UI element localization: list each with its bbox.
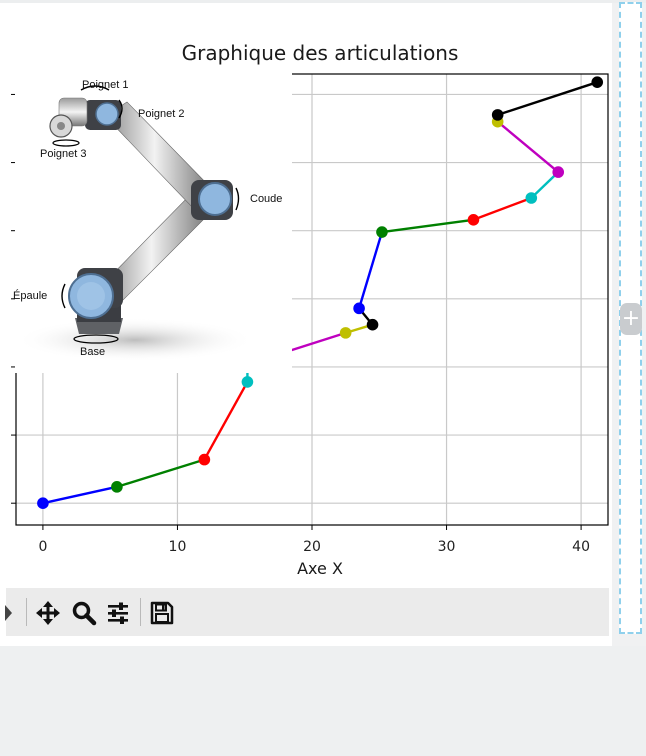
data-point bbox=[198, 453, 211, 466]
robot-arm-image: Poignet 1 Poignet 2 Poignet 3 Coude Épau… bbox=[13, 68, 292, 373]
data-point bbox=[111, 481, 123, 493]
data-point bbox=[525, 192, 538, 204]
series-segment bbox=[530, 171, 560, 199]
series-segment bbox=[116, 458, 205, 488]
series-segment bbox=[496, 120, 559, 174]
configure-subplots-icon[interactable] bbox=[103, 598, 133, 628]
pan-icon[interactable] bbox=[33, 598, 63, 628]
series-segment bbox=[203, 381, 249, 461]
label-poignet-3: Poignet 3 bbox=[40, 148, 87, 160]
x-tick-label: 0 bbox=[38, 539, 47, 555]
x-tick-label: 40 bbox=[572, 539, 590, 555]
label-epaule: Épaule bbox=[13, 290, 48, 302]
label-coude: Coude bbox=[250, 193, 283, 205]
chart-title: Graphique des articulations bbox=[182, 41, 459, 65]
data-point bbox=[491, 109, 504, 121]
x-tick-label: 20 bbox=[303, 539, 321, 555]
data-point bbox=[467, 213, 480, 226]
add-panel-button[interactable]: + bbox=[620, 303, 642, 335]
data-point bbox=[353, 302, 365, 315]
series-segment bbox=[381, 218, 474, 234]
data-point bbox=[37, 497, 49, 509]
expand-arrow-icon[interactable] bbox=[2, 598, 16, 628]
label-poignet-2: Poignet 2 bbox=[138, 108, 185, 120]
empty-area bbox=[0, 646, 646, 756]
data-point bbox=[241, 376, 254, 388]
label-poignet-1: Poignet 1 bbox=[82, 79, 129, 91]
data-point bbox=[552, 166, 565, 178]
plot-toolbar bbox=[5, 588, 609, 636]
zoom-icon[interactable] bbox=[69, 598, 99, 628]
data-point bbox=[366, 318, 379, 331]
top-strip bbox=[0, 0, 646, 3]
toolbar-separator bbox=[140, 598, 141, 626]
series-segment bbox=[42, 485, 118, 505]
x-axis-label: Axe X bbox=[297, 559, 343, 578]
series-segment bbox=[357, 231, 384, 309]
x-tick-label: 10 bbox=[169, 539, 187, 555]
series-segment bbox=[473, 196, 532, 221]
series-segment bbox=[497, 81, 598, 117]
toolbar-separator bbox=[26, 598, 27, 626]
data-point bbox=[339, 327, 352, 339]
label-base: Base bbox=[80, 346, 106, 358]
robot-arm-illustration bbox=[15, 85, 255, 362]
save-icon[interactable] bbox=[147, 598, 177, 628]
x-tick-label: 30 bbox=[438, 539, 456, 555]
data-point bbox=[376, 226, 388, 238]
data-point bbox=[591, 76, 604, 88]
